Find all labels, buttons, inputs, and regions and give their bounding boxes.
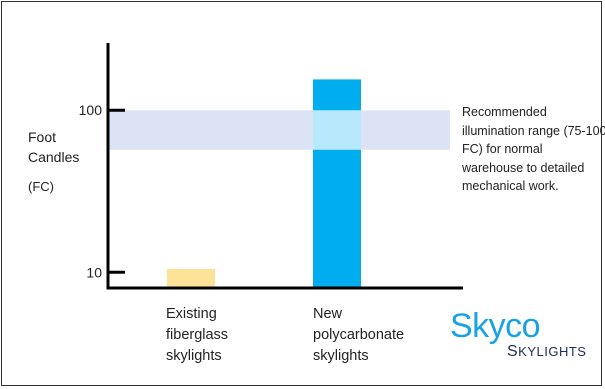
y-tick-label: 10 [86,264,102,280]
category-label-new: New polycarbonate skylights [313,304,443,367]
skyco-logo: Skyco SKYLIGHTS [450,306,600,366]
category-label-line: fiberglass [166,327,229,343]
y-axis-label-line-2: Candles [28,149,80,165]
band-overlay-on-bar [313,110,361,150]
logo-subtitle-rest: KYLIGHTS [518,344,587,359]
category-label-existing: Existing fiberglass skylights [166,304,276,367]
y-tick-label: 100 [79,102,103,118]
logo-subtitle: SKYLIGHTS [507,344,586,360]
category-label-line: Existing [166,306,217,322]
logo-subtitle-initial: S [507,343,519,360]
recommended-range-band [108,110,450,150]
y-axis-label-line-1: Foot [28,129,57,145]
y-axis-label: Foot Candles (FC) [28,127,79,197]
category-label-line: skylights [166,348,222,364]
bar-0 [167,268,215,288]
y-axis-unit: (FC) [28,179,54,194]
category-label-line: skylights [313,348,369,364]
band-annotation: Recommended illumination range (75-100 F… [462,105,605,193]
category-label-line: New [313,306,343,322]
logo-brand: Skyco [450,307,541,345]
category-label-line: polycarbonate [313,327,405,343]
